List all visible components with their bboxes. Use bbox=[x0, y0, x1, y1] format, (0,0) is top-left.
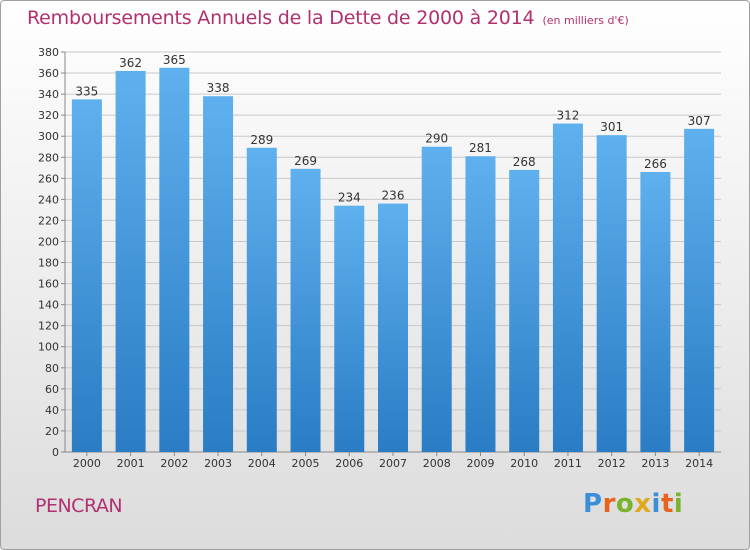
y-tick-label: 140 bbox=[38, 299, 59, 312]
logo-letter: i bbox=[673, 489, 684, 519]
data-label-2011: 312 bbox=[556, 109, 579, 123]
bar-2003 bbox=[203, 96, 234, 453]
y-tick-labels: 0 20 40 60 80 100 120 140 160 180 200 220 240 260 280 3… bbox=[38, 46, 59, 459]
x-tick-label-2010: 2010 bbox=[510, 457, 538, 470]
x-tick-label-2003: 2003 bbox=[204, 457, 232, 470]
y-tick-label: 200 bbox=[38, 235, 59, 248]
y-tick-label: 80 bbox=[45, 362, 59, 375]
logo-letter: i bbox=[651, 489, 661, 519]
x-tick-label-2000: 2000 bbox=[73, 457, 101, 470]
y-tick-label: 280 bbox=[38, 151, 59, 164]
x-tick-label-2004: 2004 bbox=[248, 457, 276, 470]
y-tick-label: 320 bbox=[38, 109, 59, 122]
chart-title-text: Remboursements Annuels de la Dette de 20… bbox=[27, 7, 535, 29]
y-tick-label: 380 bbox=[38, 46, 59, 59]
bar-2012 bbox=[596, 135, 627, 452]
y-tick-label: 20 bbox=[45, 425, 59, 438]
chart-title: Remboursements Annuels de la Dette de 20… bbox=[27, 7, 629, 29]
data-label-2008: 290 bbox=[425, 132, 448, 146]
proxiti-logo: Proxiti bbox=[583, 489, 683, 519]
y-tick-label: 340 bbox=[38, 88, 59, 101]
commune-name: PENCRAN bbox=[35, 495, 123, 517]
x-tick-label-2008: 2008 bbox=[423, 457, 451, 470]
data-label-2001: 362 bbox=[119, 56, 142, 70]
data-label-2009: 281 bbox=[469, 141, 492, 155]
data-label-2012: 301 bbox=[600, 120, 623, 134]
logo-letter: o bbox=[615, 489, 635, 519]
chart-unit-label: (en milliers d'€) bbox=[542, 14, 629, 27]
x-tick-label-2012: 2012 bbox=[598, 457, 626, 470]
bar-2000 bbox=[71, 99, 102, 453]
y-tick-label: 360 bbox=[38, 67, 59, 80]
bar-2014 bbox=[684, 128, 715, 452]
logo-letter: P bbox=[583, 489, 603, 519]
data-label-2007: 236 bbox=[382, 189, 405, 203]
bar-2010 bbox=[509, 169, 540, 453]
data-label-2004: 289 bbox=[250, 133, 273, 147]
data-label-2010: 268 bbox=[513, 155, 536, 169]
bar-2011 bbox=[552, 123, 583, 452]
bar-2005 bbox=[290, 168, 321, 452]
bar-2008 bbox=[421, 146, 452, 452]
bar-2013 bbox=[640, 172, 671, 452]
x-tick-label-2001: 2001 bbox=[117, 457, 145, 470]
y-tick-label: 0 bbox=[52, 446, 59, 459]
y-tick-label: 260 bbox=[38, 172, 59, 185]
x-tick-labels: 2000 2001 2002 2003 2004 2005 2006 2007 2008 2009… bbox=[73, 457, 713, 470]
bar-2007 bbox=[378, 203, 408, 452]
bar-2009 bbox=[465, 156, 496, 453]
logo-letter: x bbox=[634, 489, 652, 519]
y-tick-label: 120 bbox=[38, 320, 59, 333]
y-tick-label: 240 bbox=[38, 193, 59, 206]
x-tick-label-2006: 2006 bbox=[335, 457, 363, 470]
data-label-2000: 335 bbox=[75, 84, 98, 98]
bars bbox=[71, 67, 715, 453]
y-tick-label: 180 bbox=[38, 257, 59, 270]
x-tick-label-2009: 2009 bbox=[466, 457, 494, 470]
y-tick-label: 40 bbox=[45, 404, 59, 417]
data-label-2003: 338 bbox=[207, 81, 230, 95]
data-label-2002: 365 bbox=[163, 53, 186, 67]
bar-2004 bbox=[246, 147, 277, 452]
data-label-2014: 307 bbox=[688, 114, 711, 128]
y-tick-label: 160 bbox=[38, 278, 59, 291]
logo-letter: r bbox=[602, 489, 616, 519]
x-tick-label-2014: 2014 bbox=[685, 457, 713, 470]
x-tick-label-2007: 2007 bbox=[379, 457, 407, 470]
data-label-2013: 266 bbox=[644, 157, 667, 171]
data-label-2005: 269 bbox=[294, 154, 317, 168]
x-tick-label-2011: 2011 bbox=[554, 457, 582, 470]
x-tick-label-2013: 2013 bbox=[641, 457, 669, 470]
y-tick-label: 300 bbox=[38, 130, 59, 143]
y-tick-label: 60 bbox=[45, 383, 59, 396]
bar-2002 bbox=[159, 67, 190, 452]
y-tick-label: 100 bbox=[38, 341, 59, 354]
bar-2006 bbox=[334, 205, 365, 452]
bar-2001 bbox=[115, 70, 146, 453]
x-tick-label-2002: 2002 bbox=[160, 457, 188, 470]
logo-letter: t bbox=[660, 489, 674, 519]
y-tick-label: 220 bbox=[38, 214, 59, 227]
data-labels: 335 362 365 338 289 269 234 236 290 281 268 312 301 2… bbox=[75, 53, 710, 205]
data-label-2006: 234 bbox=[338, 191, 361, 205]
x-tick-label-2005: 2005 bbox=[292, 457, 320, 470]
